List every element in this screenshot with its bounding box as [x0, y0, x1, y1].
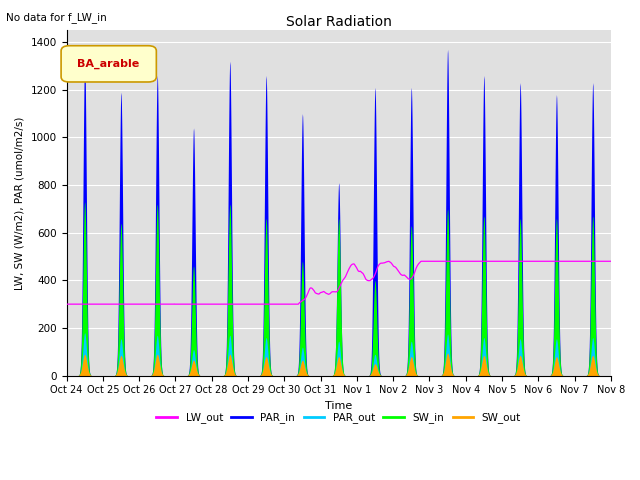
Y-axis label: LW, SW (W/m2), PAR (umol/m2/s): LW, SW (W/m2), PAR (umol/m2/s) — [15, 116, 25, 289]
FancyBboxPatch shape — [61, 46, 156, 82]
Title: Solar Radiation: Solar Radiation — [286, 15, 392, 29]
Legend: LW_out, PAR_in, PAR_out, SW_in, SW_out: LW_out, PAR_in, PAR_out, SW_in, SW_out — [152, 408, 525, 427]
X-axis label: Time: Time — [325, 401, 353, 411]
Text: No data for f_LW_in: No data for f_LW_in — [6, 12, 107, 23]
Text: BA_arable: BA_arable — [77, 59, 140, 69]
